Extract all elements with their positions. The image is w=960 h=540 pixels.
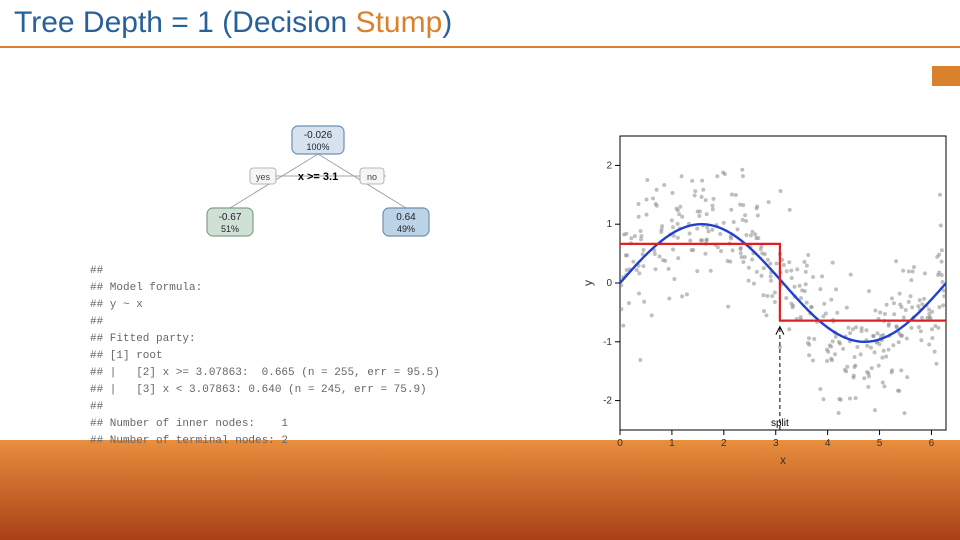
svg-text:0.64: 0.64 [396, 212, 416, 223]
svg-text:y: y [581, 280, 595, 286]
content-card: yesnox >= 3.1-0.026100%-0.6751%0.6449% #… [28, 56, 932, 432]
svg-text:split: split [771, 418, 789, 429]
svg-text:3: 3 [773, 438, 779, 449]
svg-text:6: 6 [929, 438, 935, 449]
svg-text:2: 2 [721, 438, 727, 449]
slide: Tree Depth = 1 (Decision Stump) yes no x >… [0, 0, 960, 540]
svg-text:49%: 49% [397, 224, 415, 234]
svg-text:1: 1 [669, 438, 675, 449]
svg-text:2: 2 [606, 160, 612, 171]
svg-text:-0.026: -0.026 [304, 130, 333, 141]
svg-text:100%: 100% [306, 142, 329, 152]
svg-text:4: 4 [825, 438, 831, 449]
svg-text:-2: -2 [603, 396, 612, 407]
svg-text:-1: -1 [603, 337, 612, 348]
title-suffix: ) [442, 6, 452, 39]
scatter-plot: 0 1 2 3 4 5 6 -2 -1 0 1 2 x y split [578, 126, 958, 470]
svg-text:1: 1 [606, 219, 612, 230]
svg-text:5: 5 [877, 438, 883, 449]
svg-text:51%: 51% [221, 224, 239, 234]
svg-text:0: 0 [606, 278, 612, 289]
svg-text:0: 0 [617, 438, 623, 449]
title-underline [0, 46, 960, 48]
svg-text:no: no [367, 172, 377, 182]
title-prefix: Tree Depth = 1 (Decision [14, 6, 356, 39]
r-output-code: ## ## Model formula: ## y ~ x ## ## Fitt… [90, 263, 440, 451]
decision-tree-diagram: yes no x >= 3.1 -0.026100% -0.6751% 0.6449% [188, 122, 448, 246]
svg-text:x >= 3.1: x >= 3.1 [298, 171, 338, 183]
svg-text:yes: yes [256, 172, 271, 182]
title-highlight: Stump [356, 6, 443, 39]
svg-text:x: x [780, 453, 786, 467]
svg-text:-0.67: -0.67 [219, 212, 242, 223]
slide-title: Tree Depth = 1 (Decision Stump) [14, 6, 452, 40]
